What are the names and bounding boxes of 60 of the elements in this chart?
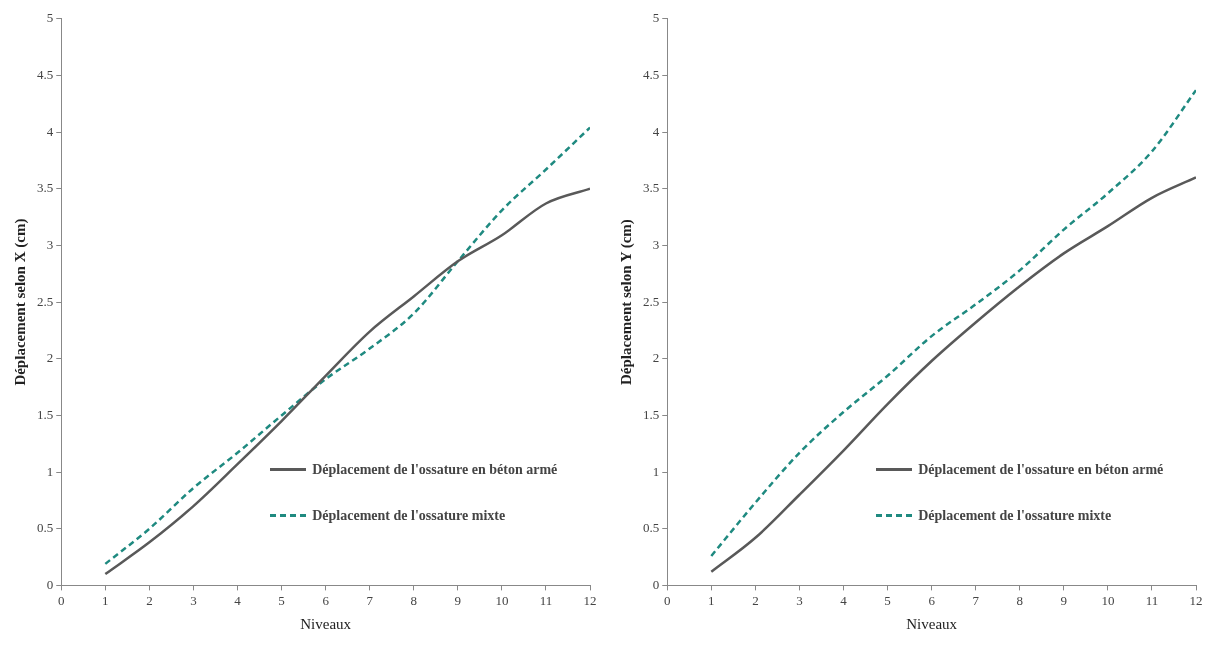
x-tick-label: 8: [1016, 592, 1023, 608]
x-tick-label: 0: [58, 592, 65, 608]
legend-label: Déplacement de l'ossature mixte: [312, 507, 506, 524]
y-tick-label: 5: [46, 10, 54, 26]
x-tick-label: 12: [1189, 592, 1203, 608]
x-tick-label: 2: [146, 592, 153, 608]
x-tick-label: 9: [1060, 592, 1068, 608]
x-tick-label: 1: [708, 592, 715, 608]
y-tick-label: 3.5: [643, 180, 660, 196]
legend-label: Déplacement de l'ossature en béton armé: [918, 461, 1164, 478]
y-tick-label: 2: [46, 350, 54, 366]
y-tick-label: 0.5: [37, 520, 54, 536]
x-tick-label: 10: [1101, 592, 1115, 608]
y-tick-label: 0: [652, 576, 660, 592]
y-tick-label: 1: [46, 463, 54, 479]
line-series: [710, 88, 1196, 558]
y-tick-label: 4.5: [643, 66, 660, 82]
legend-label: Déplacement de l'ossature en béton armé: [312, 461, 558, 478]
x-axis-title: Niveaux: [300, 615, 352, 632]
y-tick-label: 3.5: [37, 180, 54, 196]
y-tick-label: 1.5: [37, 406, 54, 422]
x-tick-label: 6: [322, 592, 330, 608]
x-tick-label: 5: [278, 592, 285, 608]
y-tick-label: 0.5: [643, 520, 660, 536]
x-tick-label: 11: [1145, 592, 1159, 608]
x-tick-label: 0: [664, 592, 671, 608]
x-tick-label: 8: [410, 592, 417, 608]
x-tick-label: 2: [752, 592, 759, 608]
x-tick-label: 3: [796, 592, 803, 608]
line-series: [104, 187, 590, 576]
legend-label: Déplacement de l'ossature mixte: [918, 507, 1112, 524]
x-tick-label: 11: [539, 592, 553, 608]
line-series: [710, 176, 1196, 574]
y-tick-label: 1: [652, 463, 660, 479]
y-tick-label: 5: [652, 10, 660, 26]
y-tick-label: 1.5: [643, 406, 660, 422]
y-tick-label: 3: [46, 236, 54, 252]
y-tick-label: 3: [652, 236, 660, 252]
x-tick-label: 7: [366, 592, 374, 608]
y-tick-label: 0: [46, 576, 54, 592]
y-tick-label: 4: [652, 123, 660, 139]
y-axis-title: Déplacement selon X (cm): [11, 218, 29, 386]
y-tick-label: 2: [652, 350, 660, 366]
x-tick-label: 12: [583, 592, 597, 608]
y-axis-title: Déplacement selon Y (cm): [617, 219, 635, 386]
x-tick-label: 3: [190, 592, 197, 608]
x-tick-label: 10: [495, 592, 509, 608]
x-tick-label: 7: [972, 592, 980, 608]
line-series: [104, 126, 590, 566]
x-tick-label: 5: [884, 592, 891, 608]
x-tick-label: 9: [454, 592, 462, 608]
y-tick-label: 4.5: [37, 66, 54, 82]
x-tick-label: 6: [928, 592, 936, 608]
x-tick-label: 4: [234, 592, 242, 608]
y-tick-label: 2.5: [37, 293, 54, 309]
x-tick-label: 4: [840, 592, 848, 608]
x-tick-label: 1: [102, 592, 109, 608]
x-axis-title: Niveaux: [906, 615, 958, 632]
y-tick-label: 2.5: [643, 293, 660, 309]
y-tick-label: 4: [46, 123, 54, 139]
